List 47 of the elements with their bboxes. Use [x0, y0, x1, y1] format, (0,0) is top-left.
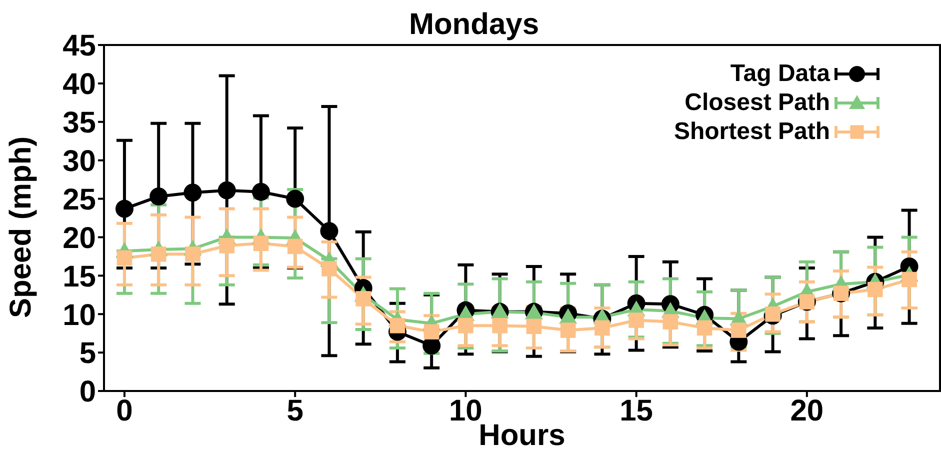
point: [115, 200, 134, 218]
point: [116, 250, 132, 266]
point: [320, 222, 338, 240]
point: [184, 184, 202, 202]
point: [253, 236, 269, 252]
y-tick-label: 20: [62, 222, 96, 255]
point: [902, 272, 917, 288]
chart-title: Mondays: [408, 8, 540, 41]
y-tick-label: 5: [79, 337, 96, 370]
point: [731, 322, 746, 338]
point: [150, 246, 166, 262]
x-tick-label: 20: [790, 394, 824, 428]
point: [594, 320, 610, 336]
y-tick-label: 15: [62, 260, 96, 294]
point: [218, 181, 236, 200]
legend-label: Closest Path: [684, 88, 830, 116]
x-axis-title: Hours: [478, 419, 566, 452]
point: [458, 318, 474, 334]
point: [696, 320, 712, 336]
y-tick-label: 40: [62, 68, 96, 102]
point: [424, 324, 440, 340]
point: [526, 318, 542, 334]
point: [765, 306, 780, 322]
point: [150, 187, 168, 206]
y-tick-label: 10: [62, 298, 96, 332]
point: [628, 312, 644, 328]
y-tick-label: 35: [62, 106, 96, 140]
x-tick-label: 5: [286, 394, 304, 428]
legend-label: Tag Data: [730, 60, 830, 88]
y-tick-label: 45: [62, 30, 96, 63]
point: [322, 261, 337, 276]
point: [286, 190, 304, 208]
y-tick-label: 25: [62, 183, 96, 216]
y-tick-label: 30: [62, 144, 96, 178]
point: [390, 318, 406, 334]
x-tick-label: 15: [620, 394, 653, 428]
point: [185, 246, 200, 262]
point: [492, 318, 508, 334]
point: [252, 182, 270, 201]
point: [287, 238, 303, 254]
legend-label: Shortest Path: [674, 118, 830, 146]
point: [662, 314, 678, 330]
point: [560, 322, 576, 338]
y-axis-title: Speed (mph): [4, 136, 38, 318]
point: [219, 238, 234, 254]
x-tick-label: 0: [116, 394, 133, 428]
point: [868, 282, 883, 298]
